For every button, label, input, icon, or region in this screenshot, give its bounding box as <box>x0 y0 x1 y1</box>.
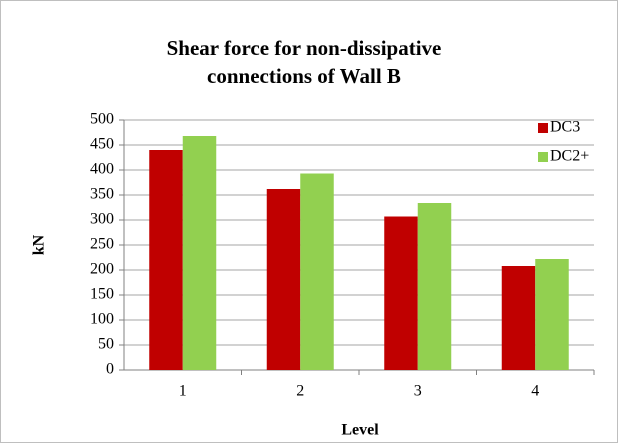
bar <box>300 173 334 370</box>
y-tick-label: 450 <box>90 136 114 153</box>
y-tick-label: 300 <box>90 211 114 228</box>
legend-swatch <box>538 152 548 162</box>
bar <box>149 150 183 370</box>
bar <box>501 266 536 370</box>
y-tick-label: 500 <box>90 111 114 128</box>
bar <box>384 216 418 370</box>
y-tick-label: 400 <box>90 161 114 178</box>
legend-label: DC2+ <box>550 148 589 165</box>
x-tick-label: 3 <box>414 383 422 400</box>
y-tick-label: 100 <box>90 311 114 328</box>
legend-label: DC3 <box>550 119 580 136</box>
y-tick-label: 350 <box>90 186 114 203</box>
y-tick-label: 0 <box>106 361 114 378</box>
y-tick-label: 250 <box>90 236 114 253</box>
x-tick-label: 2 <box>296 383 304 400</box>
bar <box>266 189 301 370</box>
x-axis-label: Level <box>341 422 379 439</box>
y-axis-label: kN <box>31 234 48 255</box>
y-tick-label: 50 <box>98 336 114 353</box>
legend-swatch <box>538 123 548 133</box>
y-tick-label: 200 <box>90 261 114 278</box>
x-tick-label: 1 <box>179 383 187 400</box>
bar <box>535 259 569 370</box>
bar <box>417 203 452 370</box>
x-tick-label: 4 <box>531 383 539 400</box>
y-tick-label: 150 <box>90 286 114 303</box>
bar <box>182 136 217 370</box>
chart-title: Shear force for non-dissipative connecti… <box>166 36 442 88</box>
